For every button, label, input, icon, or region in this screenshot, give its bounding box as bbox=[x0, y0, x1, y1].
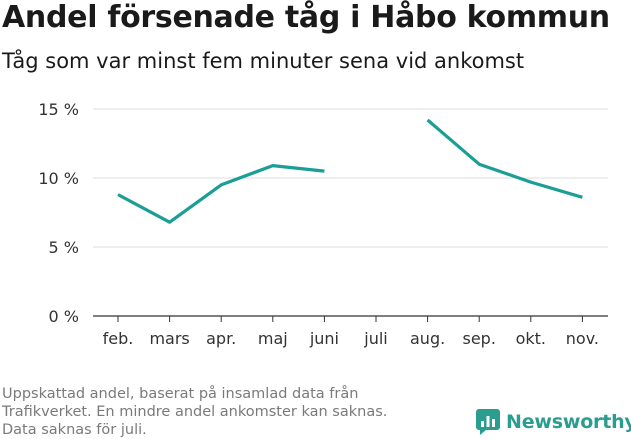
brand-logo: Newsworthy bbox=[476, 409, 631, 435]
footer-line-2: Trafikverket. En mindre andel ankomster … bbox=[2, 404, 388, 420]
series-line-segment-1 bbox=[117, 164, 325, 224]
x-tick-label: mars bbox=[149, 329, 189, 348]
footer-note: Uppskattad andel, baserat på insamlad da… bbox=[2, 385, 442, 439]
grid-lines bbox=[93, 108, 608, 248]
x-tick-label: nov. bbox=[566, 329, 599, 348]
x-axis: feb. mars apr. maj juni juli aug. sep. okt. nov. bbox=[93, 315, 608, 348]
brand-name: Newsworthy bbox=[506, 411, 631, 433]
x-tick-label: feb. bbox=[103, 329, 134, 348]
x-tick-label: sep. bbox=[462, 329, 495, 348]
chart-title: Andel försenade tåg i Håbo kommun bbox=[2, 0, 610, 35]
newsworthy-logo-icon bbox=[476, 409, 500, 435]
chart-subtitle: Tåg som var minst fem minuter sena vid a… bbox=[2, 49, 525, 73]
data-series bbox=[117, 118, 583, 224]
series-line-segment-2 bbox=[426, 118, 583, 199]
x-tick-label: juni bbox=[309, 329, 339, 348]
x-tick-label: aug. bbox=[410, 329, 445, 348]
y-tick-label: 0 % bbox=[49, 307, 79, 326]
y-axis-ticks: 0 % 5 % 10 % 15 % bbox=[38, 100, 79, 326]
x-tick-label: juli bbox=[363, 329, 387, 348]
y-tick-label: 5 % bbox=[49, 238, 79, 257]
footer-line-3: Data saknas för juli. bbox=[2, 422, 147, 438]
y-tick-label: 10 % bbox=[38, 169, 79, 188]
x-tick-label: okt. bbox=[516, 329, 546, 348]
x-tick-label: maj bbox=[258, 329, 288, 348]
footer-line-1: Uppskattad andel, baserat på insamlad da… bbox=[2, 386, 359, 402]
line-chart: 0 % 5 % 10 % 15 % feb. mars apr. maj juni juli au… bbox=[38, 100, 608, 348]
y-tick-label: 15 % bbox=[38, 100, 79, 119]
x-tick-label: apr. bbox=[206, 329, 236, 348]
